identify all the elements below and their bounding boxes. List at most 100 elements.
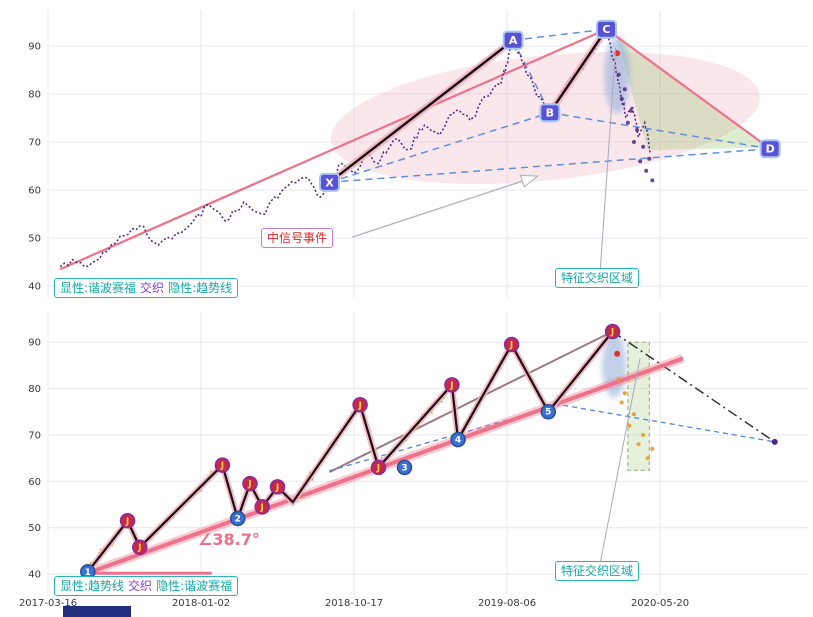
price-dot [628, 108, 633, 113]
pattern-caption-bottom: 显性:趋势线 交织 隐性:谐波赛福 [54, 576, 239, 596]
svg-text:J: J [610, 327, 614, 337]
impulse-line [548, 28, 608, 114]
wave-marker-blue: 5 [540, 403, 557, 420]
svg-text:J: J [509, 340, 513, 350]
secondary-trend-line [329, 330, 614, 473]
price-dot [647, 156, 652, 161]
price-dot [622, 391, 627, 396]
x-tick-label: 2019-08-06 [477, 598, 537, 609]
signal-arrow-head [519, 174, 540, 188]
wave-marker-red: J [503, 336, 520, 353]
pattern-dashed-leg [549, 111, 771, 150]
zigzag-glow [85, 329, 615, 574]
svg-text:B: B [546, 107, 554, 120]
alert-dot [614, 350, 621, 357]
pattern-dashed-leg [329, 112, 551, 184]
trend-line [605, 28, 771, 150]
svg-text:D: D [766, 143, 775, 156]
y-tick-label: 70 [28, 138, 41, 149]
pattern-caption-top: 显性:谐波赛福 交织 隐性:趋势线 [54, 278, 239, 298]
caption-implicit: 隐性:趋势线 [168, 281, 233, 295]
harmonic-panel: X A B C D [59, 19, 781, 271]
pattern-dashed-leg [329, 147, 771, 184]
price-dot [645, 456, 650, 461]
wave-marker-red: J [370, 459, 387, 476]
signal-arrow-shaft [352, 175, 538, 238]
price-dot [650, 178, 655, 183]
trend-line [59, 28, 607, 271]
price-dot [622, 87, 627, 92]
price-dot [635, 128, 640, 132]
wave-marker-red: J [254, 499, 270, 515]
price-dot [631, 412, 636, 417]
zigzag-line [86, 330, 614, 573]
caption-interweave: 交织 [140, 281, 165, 295]
wave-marker-red: J [132, 539, 148, 555]
svg-text:X: X [325, 176, 334, 189]
price-dot [625, 120, 630, 125]
wave-marker-red: J [352, 397, 368, 413]
pattern-dashed-leg [512, 39, 551, 114]
svg-text:J: J [247, 480, 251, 490]
wave-marker-red: J [444, 377, 460, 393]
svg-text:A: A [509, 34, 518, 47]
price-dot [616, 72, 621, 77]
y-tick-label: 60 [28, 477, 41, 488]
svg-text:J: J [449, 381, 453, 391]
price-dot [636, 442, 641, 447]
svg-text:1: 1 [85, 568, 91, 578]
x-tick-label: 2020-05-20 [630, 598, 690, 609]
pattern-point-X: X [319, 172, 341, 192]
wave-marker-blue: 3 [396, 459, 413, 476]
caption-implicit: 隐性:谐波赛福 [156, 579, 233, 593]
svg-text:2: 2 [235, 514, 241, 524]
price-dot [619, 96, 624, 101]
svg-text:4: 4 [455, 436, 461, 446]
y-tick-label: 40 [28, 570, 41, 581]
price-dot [650, 446, 655, 451]
price-dot [644, 168, 649, 173]
y-tick-label: 70 [28, 430, 41, 441]
y-tick-label: 50 [28, 234, 41, 245]
projection-end-dot [771, 438, 778, 445]
wave-marker-red: J [269, 479, 286, 495]
price-dot [641, 432, 646, 437]
svg-text:3: 3 [401, 463, 407, 473]
svg-text:J: J [260, 503, 264, 513]
price-dot [638, 159, 643, 164]
feature-region-label-bottom: 特征交织区域 [555, 561, 640, 581]
y-tick-label: 50 [28, 523, 41, 534]
signal-event-label: 中信号事件 [261, 228, 334, 248]
svg-text:J: J [275, 483, 279, 493]
projection-dashdot-line [612, 330, 776, 443]
svg-text:J: J [376, 463, 380, 473]
feature-region-label-top: 特征交织区域 [555, 268, 640, 288]
caption-interweave: 交织 [128, 579, 153, 593]
svg-text:J: J [137, 543, 141, 553]
svg-text:J: J [125, 517, 129, 527]
y-tick-label: 90 [28, 42, 41, 53]
impulse-line [328, 39, 514, 184]
y-tick-label: 60 [28, 186, 41, 197]
wave-marker-red: J [242, 475, 258, 492]
price-line-bottom [87, 329, 613, 573]
price-dot [641, 144, 646, 149]
wave-marker-blue: 4 [450, 431, 466, 448]
y-tick-label: 40 [28, 282, 41, 293]
price-dot [616, 377, 621, 382]
bottom-bar [63, 606, 131, 617]
pattern-point-D: D [759, 139, 781, 159]
y-tick-label: 80 [28, 384, 41, 395]
pattern-point-C: C [595, 19, 617, 39]
svg-text:J: J [220, 461, 224, 471]
pattern-point-B: B [539, 103, 561, 123]
x-tick-label: 2017-03-16 [18, 598, 78, 609]
pattern-point-A: A [502, 30, 524, 50]
x-tick-label: 2018-10-17 [324, 598, 384, 609]
pattern-dashed-leg [513, 28, 607, 41]
angle-annotation: ∠38.7° [198, 530, 260, 549]
x-tick-label: 2018-01-02 [171, 598, 231, 609]
y-tick-label: 90 [28, 338, 41, 349]
region-pointer-line [599, 357, 641, 563]
